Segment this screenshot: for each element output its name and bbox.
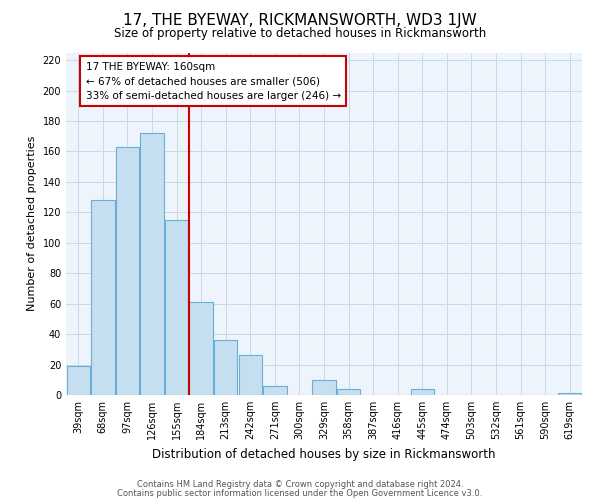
Bar xyxy=(558,394,581,395)
Bar xyxy=(214,340,238,395)
Text: 17 THE BYEWAY: 160sqm
← 67% of detached houses are smaller (506)
33% of semi-det: 17 THE BYEWAY: 160sqm ← 67% of detached … xyxy=(86,62,341,101)
Text: Contains HM Land Registry data © Crown copyright and database right 2024.: Contains HM Land Registry data © Crown c… xyxy=(137,480,463,489)
Bar xyxy=(337,389,360,395)
Y-axis label: Number of detached properties: Number of detached properties xyxy=(27,136,37,312)
Bar xyxy=(410,389,434,395)
Bar xyxy=(190,302,213,395)
Bar xyxy=(91,200,115,395)
Bar xyxy=(313,380,335,395)
Bar xyxy=(165,220,188,395)
Bar xyxy=(67,366,90,395)
Bar xyxy=(116,147,139,395)
Text: Size of property relative to detached houses in Rickmansworth: Size of property relative to detached ho… xyxy=(114,28,486,40)
Bar xyxy=(140,133,164,395)
X-axis label: Distribution of detached houses by size in Rickmansworth: Distribution of detached houses by size … xyxy=(152,448,496,460)
Text: Contains public sector information licensed under the Open Government Licence v3: Contains public sector information licen… xyxy=(118,488,482,498)
Bar xyxy=(263,386,287,395)
Bar xyxy=(239,356,262,395)
Text: 17, THE BYEWAY, RICKMANSWORTH, WD3 1JW: 17, THE BYEWAY, RICKMANSWORTH, WD3 1JW xyxy=(123,12,477,28)
